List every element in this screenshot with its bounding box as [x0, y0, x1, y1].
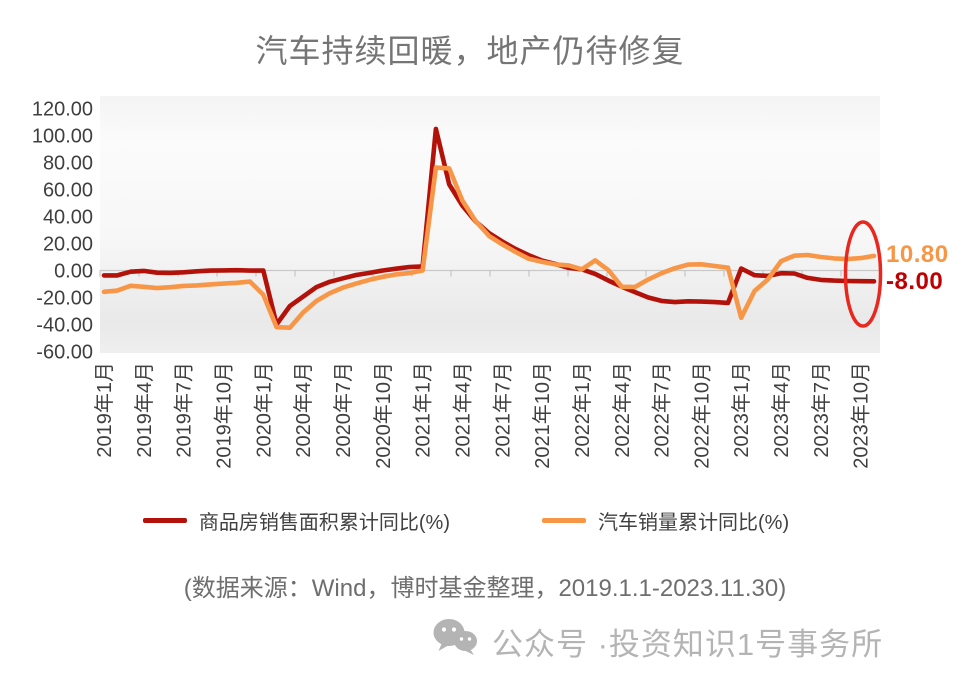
x-axis-tick-label: 2019年1月 — [93, 362, 116, 458]
x-axis-tick-label: 2020年7月 — [332, 362, 355, 458]
x-axis-tick-label: 2022年7月 — [651, 362, 674, 458]
x-axis-tick-label: 2022年1月 — [571, 362, 594, 458]
y-axis-tick-label: -60.00 — [36, 342, 93, 364]
x-axis-tick-label: 2021年7月 — [491, 362, 514, 458]
y-axis-tick-label: 0.00 — [54, 261, 93, 283]
legend-item-housing: 商品房销售面积累计同比(%) — [142, 506, 450, 535]
y-axis-labels: 120.00 100.00 80.00 60.00 40.00 20.00 0.00 -20.… — [32, 99, 93, 364]
x-axis-tick-label: 2023年1月 — [730, 362, 753, 458]
watermark-text: 公众号 ·投资知识1号事务所 — [492, 626, 884, 662]
auto-end-value-label: 10.80 — [886, 241, 949, 268]
y-axis-tick-label: 120.00 — [32, 99, 93, 121]
chart-title: 汽车持续回暖，地产仍待修复 — [255, 33, 685, 69]
x-axis-tick-label: 2020年4月 — [292, 362, 315, 458]
y-axis-tick-label: 20.00 — [43, 234, 93, 256]
x-axis-tick-label: 2021年10月 — [531, 362, 554, 469]
chart-legend: 商品房销售面积累计同比(%) 汽车销量累计同比(%) — [0, 506, 932, 535]
x-axis-tick-label: 2021年4月 — [451, 362, 474, 458]
x-axis-tick-label: 2020年10月 — [372, 362, 395, 469]
housing-end-value-label: -8.00 — [886, 268, 944, 295]
y-axis-tick-label: 80.00 — [43, 153, 93, 175]
series-line-1 — [101, 165, 877, 331]
housing-line-swatch — [142, 518, 187, 523]
x-axis-tick-label: 2019年4月 — [133, 362, 156, 458]
legend-item-auto: 汽车销量累计同比(%) — [542, 506, 789, 535]
x-axis-tick-label: 2019年7月 — [173, 362, 196, 458]
auto-line-swatch — [542, 518, 586, 523]
x-axis-tick-label: 2020年1月 — [252, 362, 275, 458]
x-axis-tick-label: 2019年10月 — [212, 362, 235, 469]
x-axis-tick-label: 2023年7月 — [810, 362, 833, 458]
x-axis-tick-label: 2022年10月 — [690, 362, 713, 469]
x-axis-tick-label: 2023年4月 — [770, 362, 793, 458]
wechat-icon — [432, 618, 478, 664]
legend-label-auto: 汽车销量累计同比(%) — [598, 512, 790, 534]
x-axis-tick-label: 2021年1月 — [412, 362, 435, 458]
watermark: 公众号 ·投资知识1号事务所 — [432, 618, 883, 664]
y-axis-tick-label: -20.00 — [36, 288, 93, 310]
y-axis-tick-label: 60.00 — [43, 180, 93, 202]
y-axis-tick-label: -40.00 — [36, 315, 93, 337]
legend-label-housing: 商品房销售面积累计同比(%) — [198, 512, 450, 534]
series-lines — [101, 126, 877, 331]
highlight-ellipse — [843, 220, 883, 328]
plot-area-background — [100, 96, 880, 353]
data-source-note: (数据来源：Wind，博时基金整理，2019.1.1-2023.11.30) — [183, 575, 787, 602]
line-chart: 120.00 100.00 80.00 60.00 40.00 20.00 0.00 -20.… — [32, 96, 883, 469]
x-axis-tick-label: 2023年10月 — [850, 362, 873, 469]
x-axis-labels: 2019年1月 2019年4月 2019年7月 2019年10月 2020年1月 2020… — [93, 362, 873, 469]
y-axis-tick-label: 40.00 — [43, 207, 93, 229]
x-axis-tick-label: 2022年4月 — [611, 362, 634, 458]
y-axis-tick-label: 100.00 — [32, 126, 93, 148]
